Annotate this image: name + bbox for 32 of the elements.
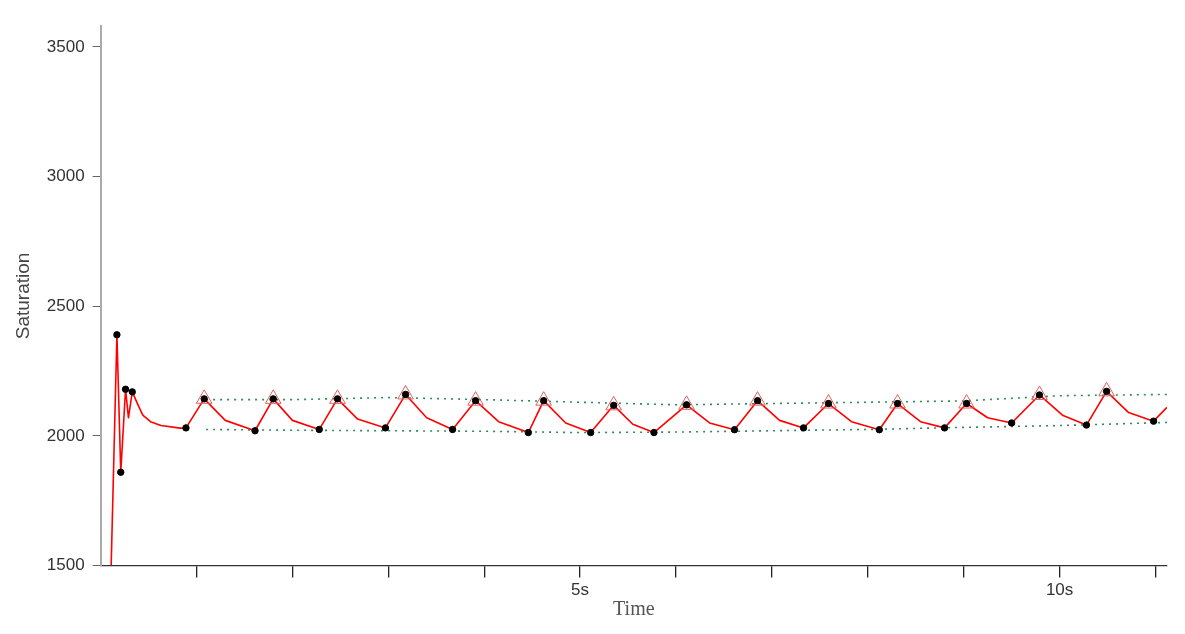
point bbox=[315, 425, 323, 434]
y-tick-label: 2000 bbox=[46, 425, 85, 445]
point bbox=[524, 428, 533, 437]
point bbox=[586, 428, 595, 437]
point bbox=[128, 388, 136, 396]
point bbox=[799, 424, 808, 432]
point bbox=[1007, 419, 1016, 427]
point bbox=[381, 424, 390, 432]
point bbox=[820, 394, 837, 409]
point bbox=[940, 424, 949, 432]
point bbox=[1082, 421, 1091, 429]
point bbox=[889, 394, 906, 409]
point bbox=[251, 427, 259, 435]
point bbox=[121, 385, 130, 393]
point bbox=[448, 425, 457, 434]
point bbox=[875, 426, 884, 434]
point bbox=[650, 428, 658, 437]
x-tick-label: 5s bbox=[571, 580, 590, 600]
y-axis-title: Saturation bbox=[11, 252, 33, 340]
point bbox=[113, 331, 121, 339]
y-tick-label: 2500 bbox=[46, 295, 85, 315]
x-axis-title: Time bbox=[613, 597, 655, 620]
point bbox=[730, 426, 739, 434]
line-series bbox=[205, 421, 1167, 434]
y-tick-label: 1500 bbox=[46, 555, 85, 575]
y-tick-label: 3500 bbox=[46, 36, 85, 56]
y-tick-label: 3000 bbox=[46, 166, 85, 186]
point bbox=[958, 394, 975, 409]
x-tick-label: 10s bbox=[1045, 580, 1074, 600]
point bbox=[182, 424, 190, 432]
point bbox=[117, 468, 125, 476]
point bbox=[1149, 417, 1158, 425]
